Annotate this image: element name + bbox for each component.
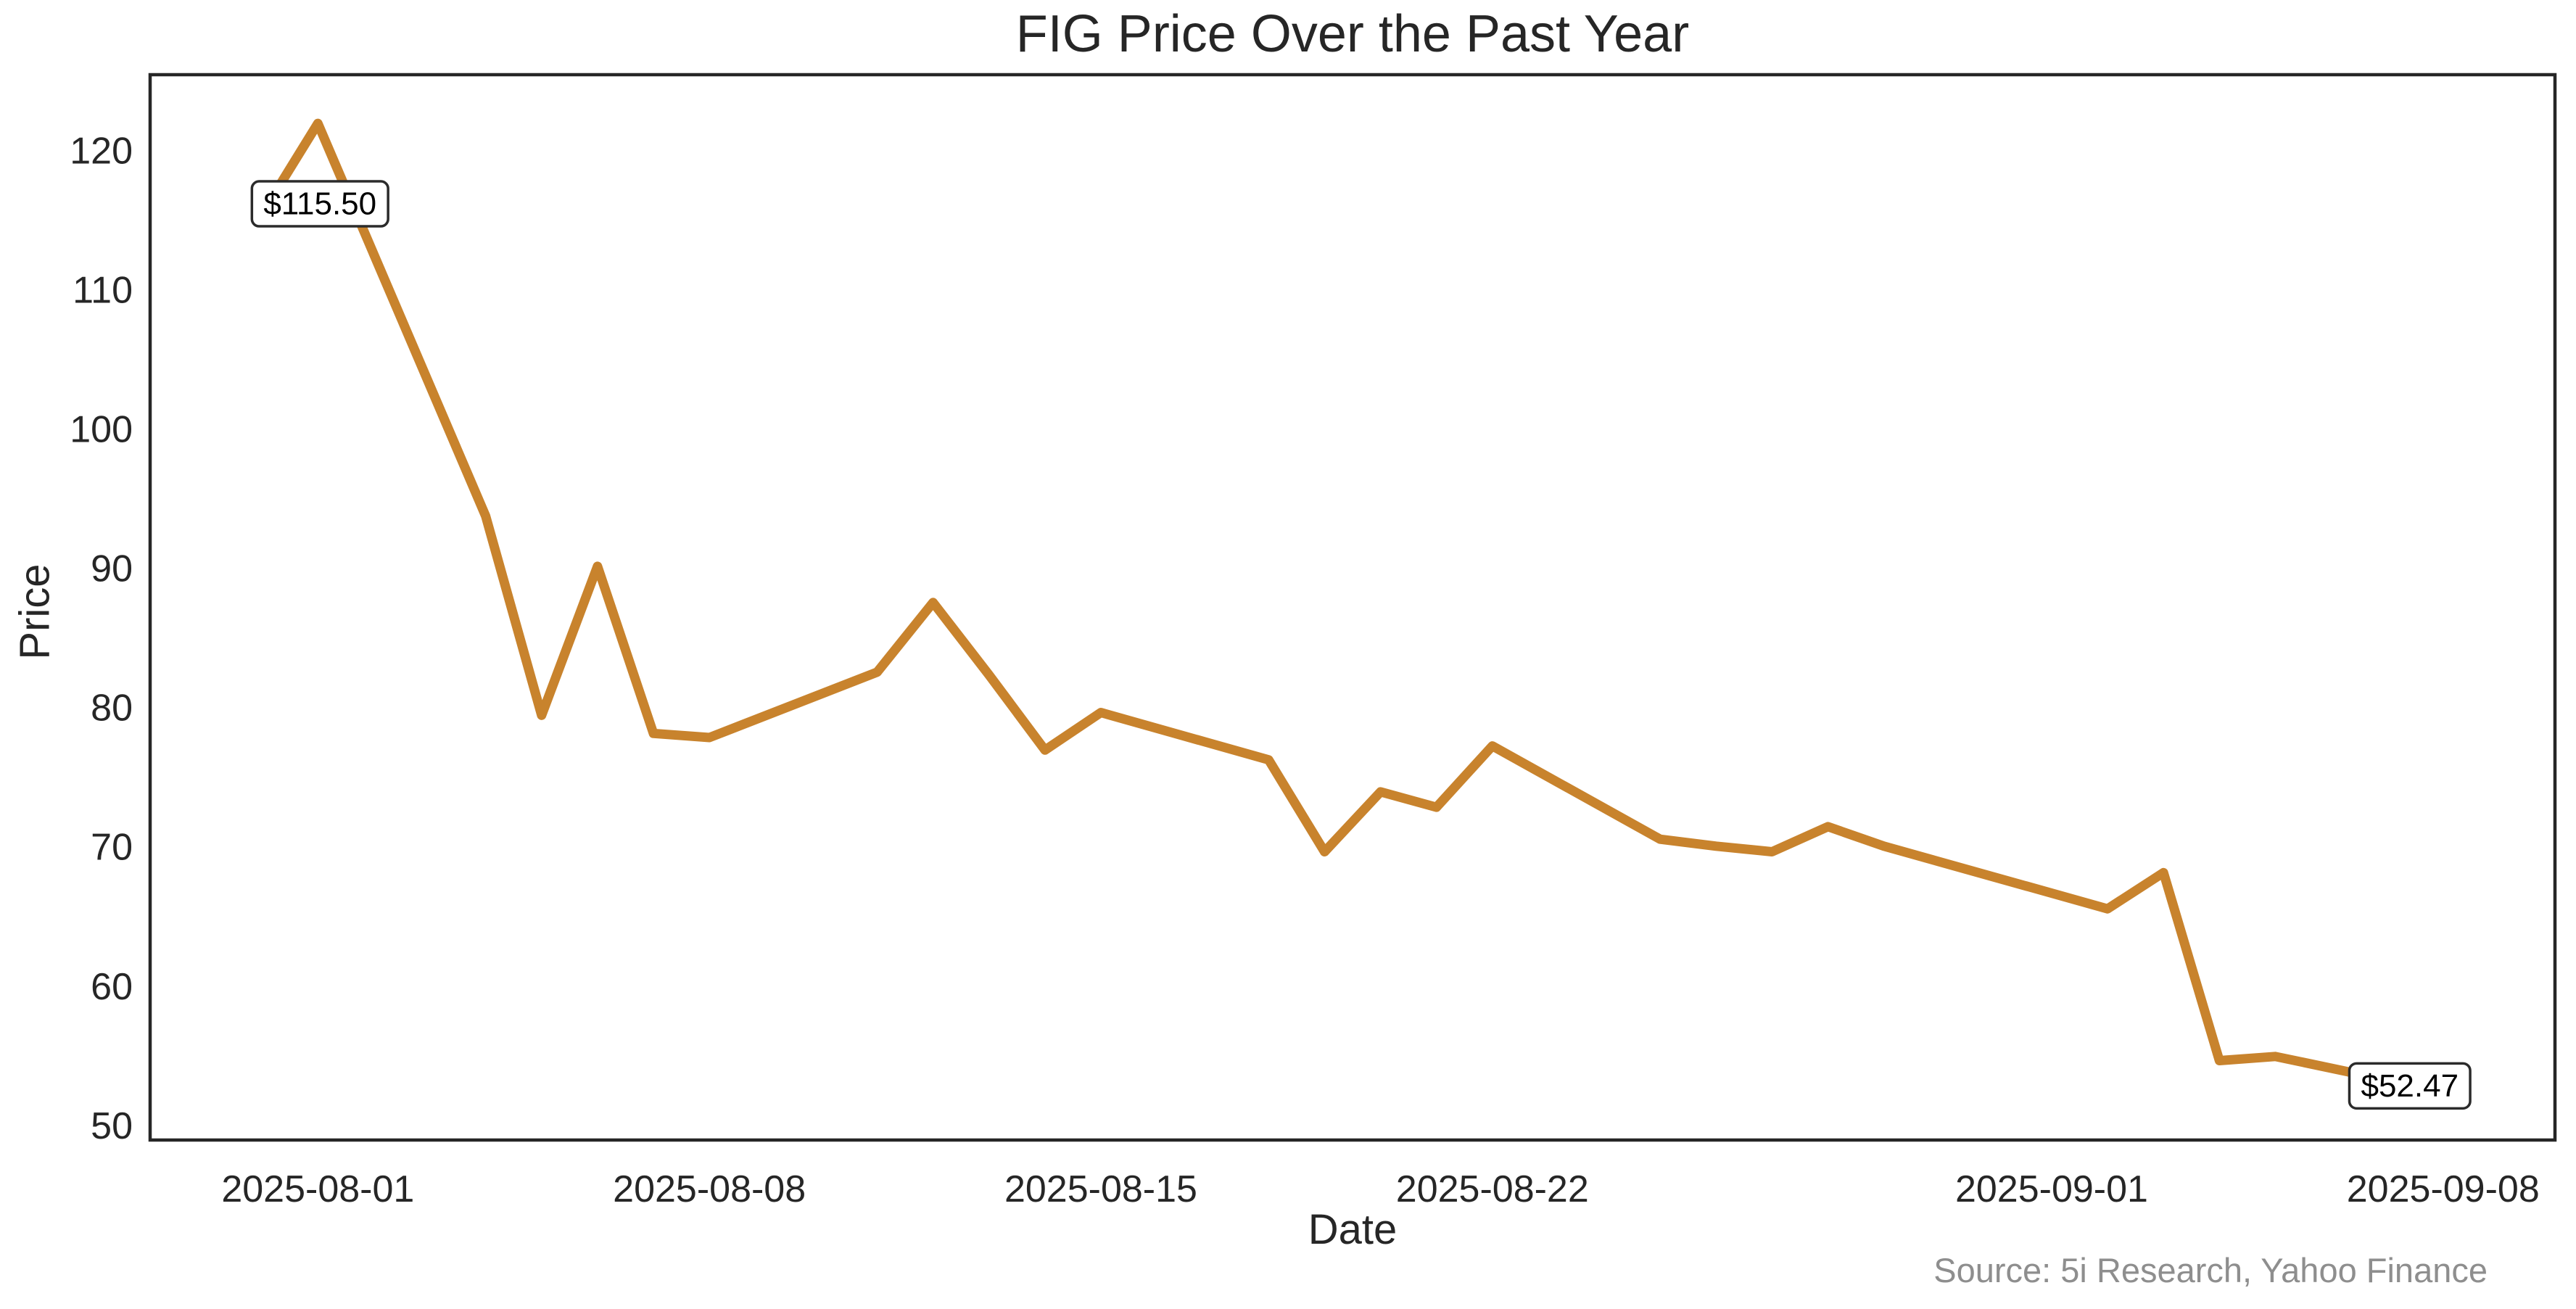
y-tick-label: 110 [73,270,133,312]
annotation-label-start: $115.50 [263,186,376,222]
x-tick-label: 2025-09-01 [1955,1168,2148,1210]
annotation-box-end [2348,1062,2472,1110]
y-tick-label: 50 [91,1105,133,1147]
y-tick-label: 80 [91,687,133,730]
x-axis-label: Date [1308,1206,1398,1253]
x-tick-label: 2025-08-22 [1396,1168,1589,1210]
y-tick-label: 120 [70,131,133,173]
x-tick-label: 2025-08-15 [1004,1168,1197,1210]
y-tick-label: 100 [70,409,133,451]
annotation-box-start [250,180,389,228]
annotation-label-end: $52.47 [2361,1068,2459,1104]
source-note: Source: 5i Research, Yahoo Finance [1933,1251,2488,1289]
y-tick-label: 90 [91,548,133,590]
chart-title: FIG Price Over the Past Year [1015,5,1690,63]
x-tick-label: 2025-08-01 [221,1168,414,1210]
x-tick-label: 2025-08-08 [613,1168,806,1210]
y-tick-label: 60 [91,966,133,1008]
x-tick-label: 2025-09-08 [2347,1168,2540,1210]
plot-border [148,73,2557,1142]
y-tick-label: 70 [91,827,133,869]
price-line-series [257,118,2448,1097]
